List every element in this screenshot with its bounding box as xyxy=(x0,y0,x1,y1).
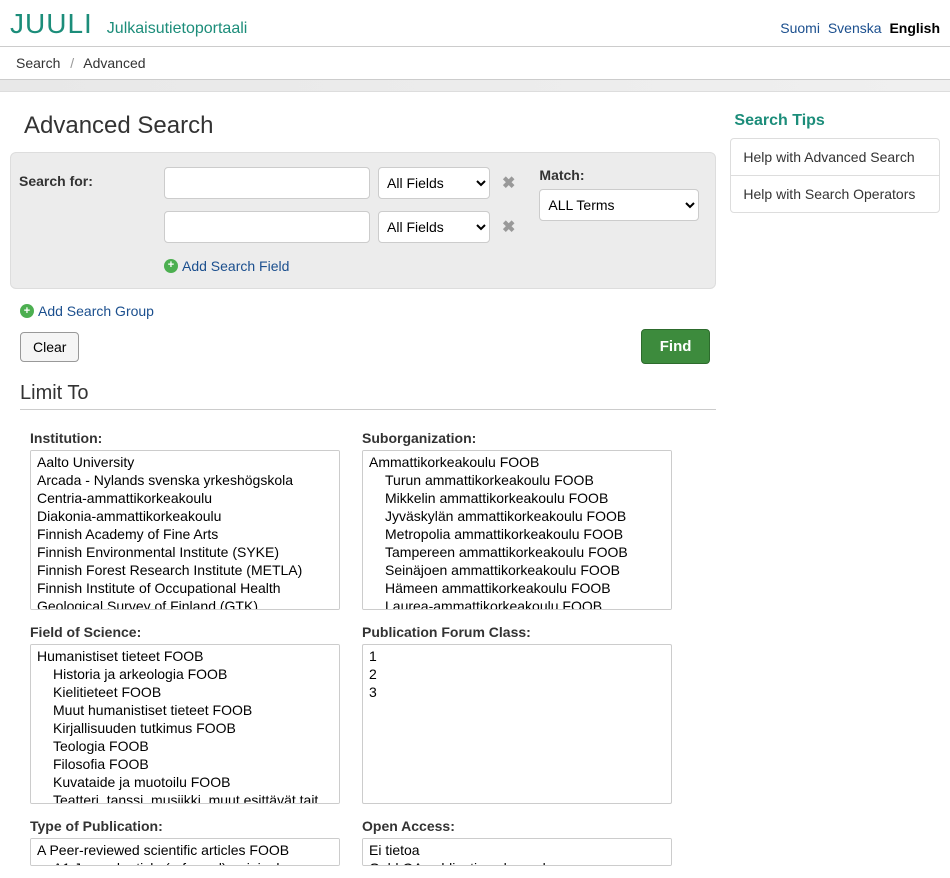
add-search-field-label: Add Search Field xyxy=(182,258,289,274)
match-select[interactable]: ALL Terms xyxy=(539,189,699,221)
breadcrumb-separator: / xyxy=(70,55,74,71)
plus-icon: + xyxy=(20,304,34,318)
decorative-bar xyxy=(0,80,950,92)
page-title: Advanced Search xyxy=(24,112,716,140)
top-label: Type of Publication: xyxy=(30,818,340,834)
add-search-field-link[interactable]: + Add Search Field xyxy=(164,258,289,274)
fos-label: Field of Science: xyxy=(30,624,340,640)
oa-label: Open Access: xyxy=(362,818,672,834)
fos-select[interactable]: Humanistiset tieteet FOOBHistoria ja ark… xyxy=(30,644,340,804)
tips-list: Help with Advanced Search Help with Sear… xyxy=(730,138,940,213)
breadcrumb-search[interactable]: Search xyxy=(16,55,60,71)
pfc-label: Publication Forum Class: xyxy=(362,624,672,640)
institution-select[interactable]: Aalto UniversityArcada - Nylands svenska… xyxy=(30,450,340,610)
oa-select[interactable]: Ei tietoaGold OA publication channel xyxy=(362,838,672,866)
suborg-select[interactable]: Ammattikorkeakoulu FOOBTurun ammattikork… xyxy=(362,450,672,610)
search-tips-heading: Search Tips xyxy=(734,112,940,130)
search-for-label: Search for: xyxy=(19,167,144,189)
add-search-group-link[interactable]: + Add Search Group xyxy=(20,303,154,319)
remove-field-icon[interactable]: ✖ xyxy=(498,217,519,237)
lang-english[interactable]: English xyxy=(889,20,940,36)
language-switcher: Suomi Svenska English xyxy=(776,20,940,36)
add-search-group-label: Add Search Group xyxy=(38,303,154,319)
remove-field-icon[interactable]: ✖ xyxy=(498,173,519,193)
search-field-select-1[interactable]: All Fields xyxy=(378,167,490,199)
search-term-input-2[interactable] xyxy=(164,211,370,243)
tip-advanced-search[interactable]: Help with Advanced Search xyxy=(731,139,939,176)
clear-button[interactable]: Clear xyxy=(20,332,79,362)
breadcrumb: Search / Advanced xyxy=(0,47,950,80)
pfc-select[interactable]: 123 xyxy=(362,644,672,804)
match-label: Match: xyxy=(539,167,699,183)
search-term-input-1[interactable] xyxy=(164,167,370,199)
search-field-select-2[interactable]: All Fields xyxy=(378,211,490,243)
breadcrumb-advanced: Advanced xyxy=(83,55,145,71)
site-subtitle: Julkaisutietoportaali xyxy=(107,20,248,38)
logo[interactable]: JUULI xyxy=(10,8,93,40)
search-group: Search for: All Fields ✖ All Fields xyxy=(10,152,716,289)
tip-search-operators[interactable]: Help with Search Operators xyxy=(731,176,939,212)
top-select[interactable]: A Peer-reviewed scientific articles FOOB… xyxy=(30,838,340,866)
find-button[interactable]: Find xyxy=(641,329,711,364)
plus-icon: + xyxy=(164,259,178,273)
institution-label: Institution: xyxy=(30,430,340,446)
suborg-label: Suborganization: xyxy=(362,430,672,446)
limit-to-heading: Limit To xyxy=(20,382,716,410)
lang-svenska[interactable]: Svenska xyxy=(828,20,882,36)
lang-suomi[interactable]: Suomi xyxy=(780,20,820,36)
